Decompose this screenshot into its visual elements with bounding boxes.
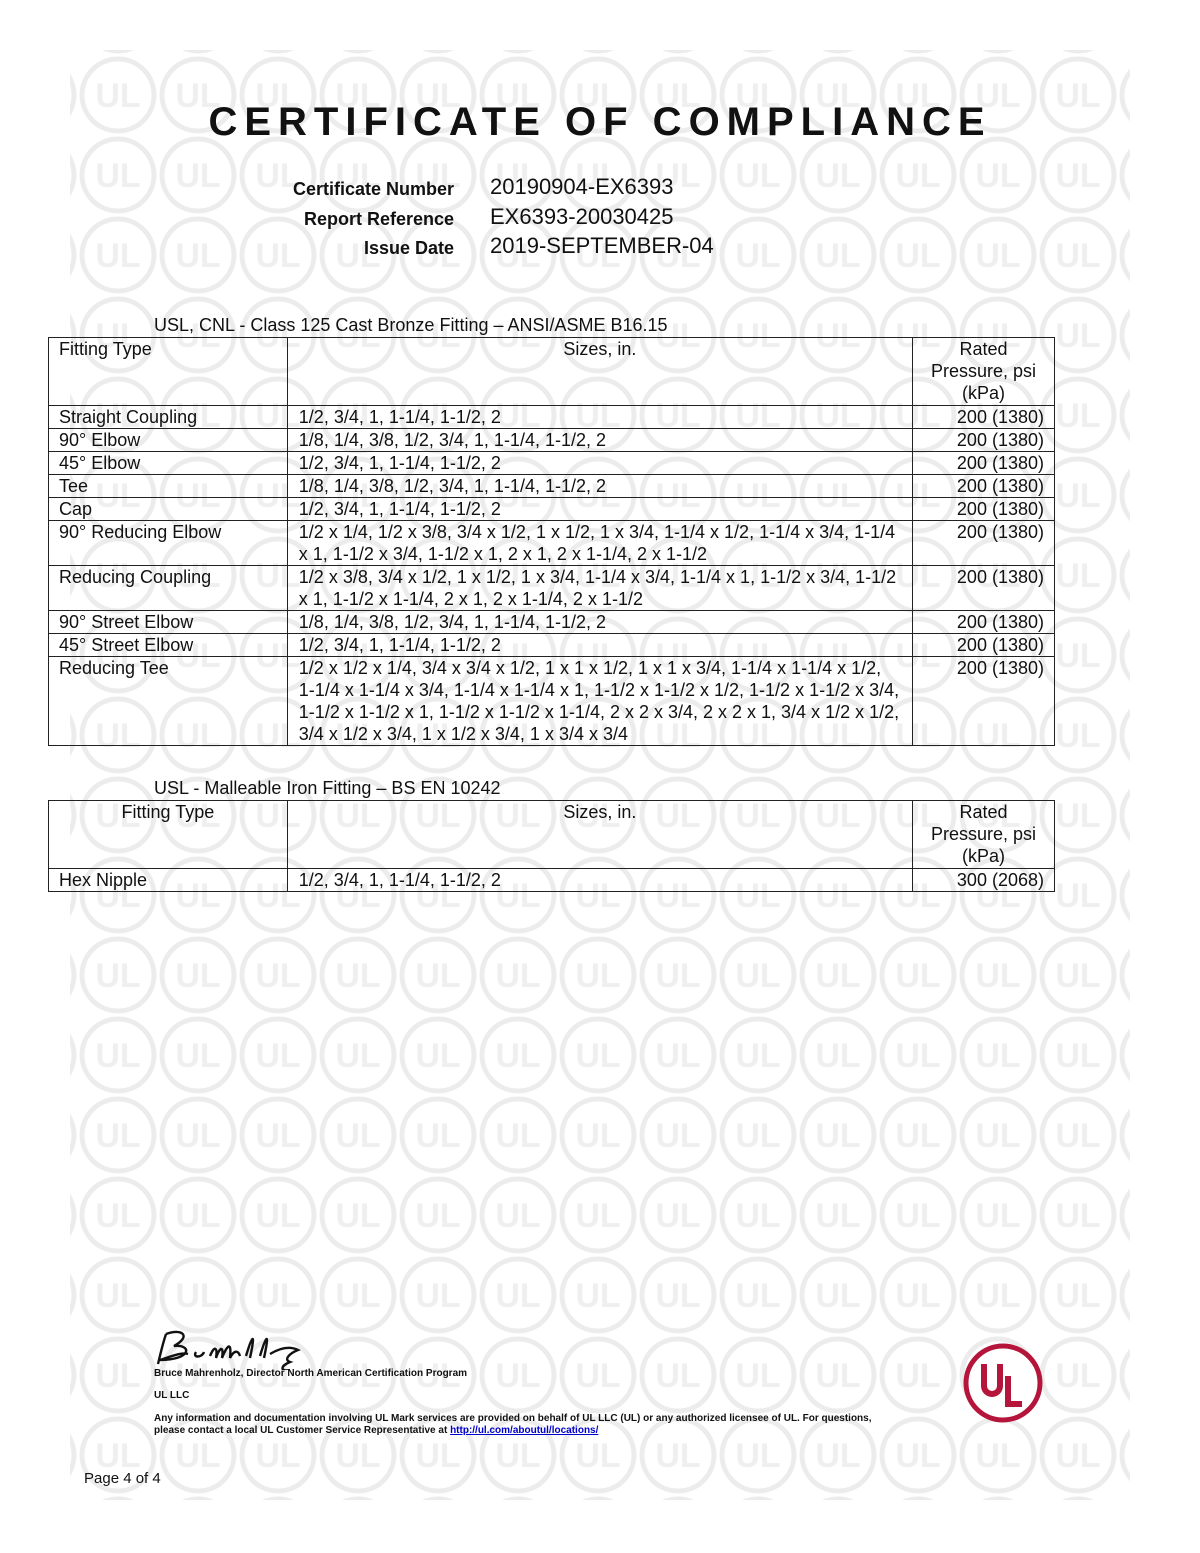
table-row: Reducing Tee 1/2 x 1/2 x 1/4, 3/4 x 3/4 x…	[48, 656, 1055, 746]
sizes-cell: 1/2 x 1/4, 1/2 x 3/8, 3/4 x 1/2, 1 x 1/2…	[286, 520, 914, 566]
company-name: UL LLC	[154, 1390, 190, 1401]
header-rated-pressure: Rated Pressure, psi (kPa)	[912, 337, 1055, 406]
table-row: 45° Elbow 1/2, 3/4, 1, 1-1/4, 1-1/2, 2 200…	[48, 451, 1055, 475]
fitting-type-cell: Reducing Tee	[48, 656, 288, 746]
issue-date-row: Issue Date 2019-SEPTEMBER-04	[0, 233, 1200, 263]
header-rated-pressure: Rated Pressure, psi (kPa)	[912, 800, 1055, 869]
sizes-cell: 1/8, 1/4, 3/8, 1/2, 3/4, 1, 1-1/4, 1-1/2…	[286, 610, 914, 634]
page-number: Page 4 of 4	[84, 1470, 161, 1487]
fitting-type-cell: 45° Street Elbow	[48, 633, 288, 657]
fitting-type-cell: 90° Elbow	[48, 428, 288, 452]
table-row: Straight Coupling 1/2, 3/4, 1, 1-1/4, 1-1…	[48, 405, 1055, 429]
rated-pressure-cell: 200 (1380)	[912, 474, 1055, 498]
report-reference-row: Report Reference EX6393-20030425	[0, 204, 1200, 234]
document-title: CERTIFICATE OF COMPLIANCE	[208, 100, 992, 144]
locations-link[interactable]: http://ul.com/aboutul/locations/	[450, 1425, 599, 1436]
sizes-cell: 1/2, 3/4, 1, 1-1/4, 1-1/2, 2	[286, 405, 914, 429]
bronze-fitting-table: Fitting Type Sizes, in. Rated Pressure, …	[48, 337, 1055, 746]
table-row: 90° Street Elbow 1/8, 1/4, 3/8, 1/2, 3/4,…	[48, 610, 1055, 634]
fitting-type-cell: 45° Elbow	[48, 451, 288, 475]
disclaimer-text: Any information and documentation involv…	[154, 1413, 872, 1436]
table-row: 90° Reducing Elbow 1/2 x 1/4, 1/2 x 3/8, …	[48, 520, 1055, 566]
header-sizes: Sizes, in.	[286, 800, 914, 869]
disclaimer: Any information and documentation involv…	[154, 1413, 904, 1437]
rated-pressure-cell: 200 (1380)	[912, 405, 1055, 429]
header-fitting-type: Fitting Type	[48, 337, 288, 406]
sizes-cell: 1/2 x 3/8, 3/4 x 1/2, 1 x 1/2, 1 x 3/4, …	[286, 565, 914, 611]
rated-pressure-cell: 200 (1380)	[912, 633, 1055, 657]
sizes-cell: 1/2, 3/4, 1, 1-1/4, 1-1/2, 2	[286, 868, 914, 892]
table-header-row: Fitting Type Sizes, in. Rated Pressure, …	[48, 337, 1055, 406]
table-row: Reducing Coupling 1/2 x 3/8, 3/4 x 1/2, 1…	[48, 565, 1055, 611]
meta-label: Certificate Number	[292, 179, 454, 199]
meta-label: Report Reference	[303, 209, 454, 229]
table2-caption: USL - Malleable Iron Fitting – BS EN 102…	[154, 778, 501, 798]
table1-caption: USL, CNL - Class 125 Cast Bronze Fitting…	[154, 315, 668, 335]
meta-value: 2019-SEPTEMBER-04	[490, 233, 714, 258]
table-row: Cap 1/2, 3/4, 1, 1-1/4, 1-1/2, 2 200 (1380…	[48, 497, 1055, 521]
table-row: Tee 1/8, 1/4, 3/8, 1/2, 3/4, 1, 1-1/4, 1-…	[48, 474, 1055, 498]
rated-pressure-cell: 200 (1380)	[912, 428, 1055, 452]
signature-image	[156, 1330, 301, 1370]
header-fitting-type: Fitting Type	[48, 800, 288, 869]
fitting-type-cell: Cap	[48, 497, 288, 521]
meta-value: 20190904-EX6393	[490, 174, 674, 199]
sizes-cell: 1/2 x 1/2 x 1/4, 3/4 x 3/4 x 1/2, 1 x 1 …	[286, 656, 914, 746]
fitting-type-cell: Straight Coupling	[48, 405, 288, 429]
table-row: 90° Elbow 1/8, 1/4, 3/8, 1/2, 3/4, 1, 1-1…	[48, 428, 1055, 452]
ul-logo	[963, 1343, 1043, 1423]
table-row: Hex Nipple 1/2, 3/4, 1, 1-1/4, 1-1/2, 2 30…	[48, 868, 1055, 892]
table-row: 45° Street Elbow 1/2, 3/4, 1, 1-1/4, 1-1/…	[48, 633, 1055, 657]
table-header-row: Fitting Type Sizes, in. Rated Pressure, …	[48, 800, 1055, 869]
sizes-cell: 1/2, 3/4, 1, 1-1/4, 1-1/2, 2	[286, 497, 914, 521]
signatory-name: Bruce Mahrenholz, Director North America…	[154, 1368, 468, 1379]
rated-pressure-cell: 200 (1380)	[912, 656, 1055, 746]
rated-pressure-cell: 200 (1380)	[912, 497, 1055, 521]
rated-pressure-cell: 200 (1380)	[912, 451, 1055, 475]
rated-pressure-cell: 200 (1380)	[912, 520, 1055, 566]
fitting-type-cell: Tee	[48, 474, 288, 498]
header-sizes: Sizes, in.	[286, 337, 914, 406]
rated-pressure-cell: 300 (2068)	[912, 868, 1055, 892]
fitting-type-cell: Hex Nipple	[48, 868, 288, 892]
malleable-iron-table: Fitting Type Sizes, in. Rated Pressure, …	[48, 800, 1055, 892]
meta-value: EX6393-20030425	[490, 204, 674, 229]
sizes-cell: 1/2, 3/4, 1, 1-1/4, 1-1/2, 2	[286, 633, 914, 657]
fitting-type-cell: Reducing Coupling	[48, 565, 288, 611]
rated-pressure-cell: 200 (1380)	[912, 565, 1055, 611]
sizes-cell: 1/2, 3/4, 1, 1-1/4, 1-1/2, 2	[286, 451, 914, 475]
fitting-type-cell: 90° Street Elbow	[48, 610, 288, 634]
certificate-number-row: Certificate Number 20190904-EX6393	[0, 174, 1200, 204]
meta-label: Issue Date	[363, 238, 454, 258]
fitting-type-cell: 90° Reducing Elbow	[48, 520, 288, 566]
sizes-cell: 1/8, 1/4, 3/8, 1/2, 3/4, 1, 1-1/4, 1-1/2…	[286, 474, 914, 498]
rated-pressure-cell: 200 (1380)	[912, 610, 1055, 634]
sizes-cell: 1/8, 1/4, 3/8, 1/2, 3/4, 1, 1-1/4, 1-1/2…	[286, 428, 914, 452]
